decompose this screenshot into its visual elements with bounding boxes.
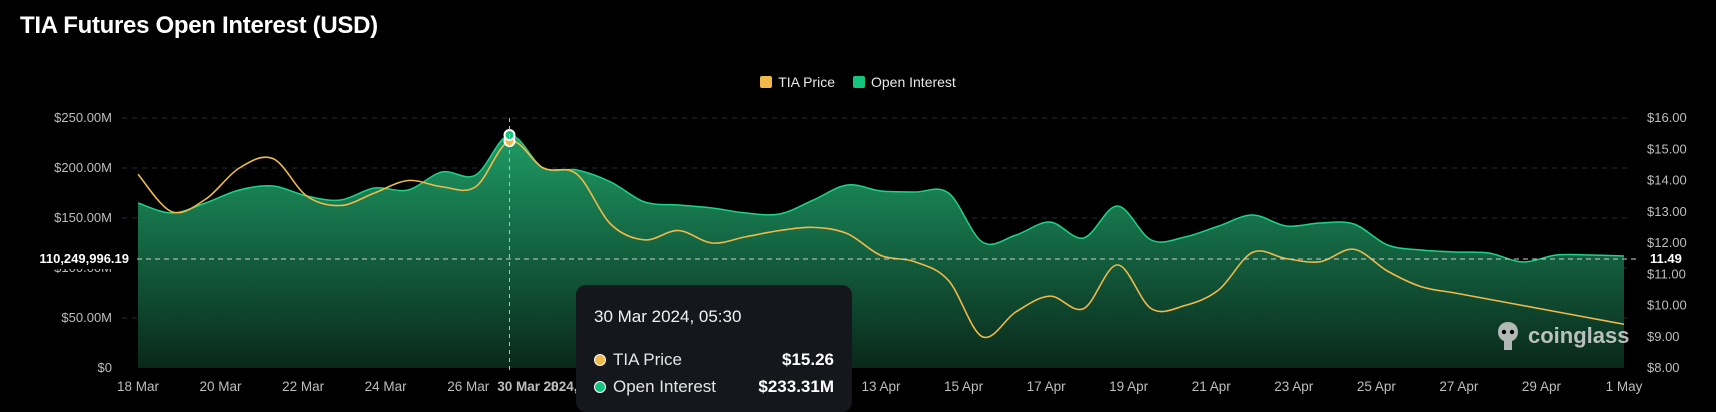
legend-item-price[interactable]: TIA Price [760,74,835,90]
open-interest-area [138,134,1624,368]
x-tick-label: 29 Apr [1522,379,1562,394]
x-tick-label: 23 Apr [1274,379,1314,394]
chart-legend: TIA Price Open Interest [0,74,1716,90]
y-right-tick-label: $14.00 [1647,173,1687,188]
coinglass-label: coinglass [1528,323,1630,348]
tooltip: 30 Mar 2024, 05:30 TIA Price $15.26 Open… [576,285,852,412]
y-right-tick-label: $10.00 [1647,298,1687,313]
tooltip-row-oi: Open Interest $233.31M [594,373,834,400]
tooltip-title: 30 Mar 2024, 05:30 [594,307,742,326]
coinglass-logo-icon [1498,322,1518,350]
y-left-tick-label: $250.00M [54,110,112,125]
y-left-tick-label: $200.00M [54,160,112,175]
tooltip-name-price: TIA Price [613,349,682,369]
y-right-tick-label: $15.00 [1647,141,1687,156]
x-tick-label: 21 Apr [1192,379,1232,394]
legend-swatch-oi [852,76,865,88]
legend-swatch-price [760,76,773,88]
x-tick-label: 1 May [1606,379,1643,394]
x-tick-label: 22 Mar [282,379,325,394]
x-tick-label: 24 Mar [365,379,408,394]
x-tick-label: 18 Mar [117,379,160,394]
tooltip-dot-oi [594,380,606,393]
tooltip-name-oi: Open Interest [613,376,717,396]
y-right-tick-label: $11.00 [1647,266,1686,281]
crosshair-right-value: 11.49 [1638,248,1716,269]
x-tick-label: 15 Apr [944,379,984,394]
y-left-tick-label: $0 [98,360,112,375]
tooltip-value-price: $15.26 [782,349,834,369]
tooltip-dot-price [594,353,606,366]
y-left-tick-label: $150.00M [54,210,112,225]
y-left-tick-label: $50.00M [61,310,112,325]
x-tick-label: 25 Apr [1357,379,1397,394]
crosshair-left-value: 110,249,996.19 [0,248,137,269]
x-tick-label: 30 Mar 2024, 0 [497,379,589,394]
y-right-tick-label: $9.00 [1647,329,1680,344]
coinglass-watermark: coinglass [1494,320,1629,352]
x-tick-label: 28 [543,379,558,394]
chart-title: TIA Futures Open Interest (USD) [20,12,378,39]
x-tick-label: 26 Mar [447,379,490,394]
y-right-tick-label: $13.00 [1647,204,1687,219]
tia-price-line [137,140,1625,339]
tooltip-row-price: TIA Price $15.26 [594,346,834,373]
tooltip-value-oi: $233.31M [758,376,834,396]
y-right-tick-label: $8.00 [1647,360,1680,375]
legend-item-oi[interactable]: Open Interest [852,74,956,90]
legend-label-price: TIA Price [778,74,835,90]
y-right-tick-label: $12.00 [1647,235,1687,250]
legend-label-oi: Open Interest [870,74,956,90]
x-tick-label: 17 Apr [1027,379,1067,394]
y-right-tick-label: $16.00 [1647,110,1687,125]
x-tick-label: 13 Apr [861,379,901,394]
x-tick-label: 27 Apr [1439,379,1479,394]
x-tick-label: 19 Apr [1109,379,1149,394]
x-tick-label: 20 Mar [200,379,243,394]
